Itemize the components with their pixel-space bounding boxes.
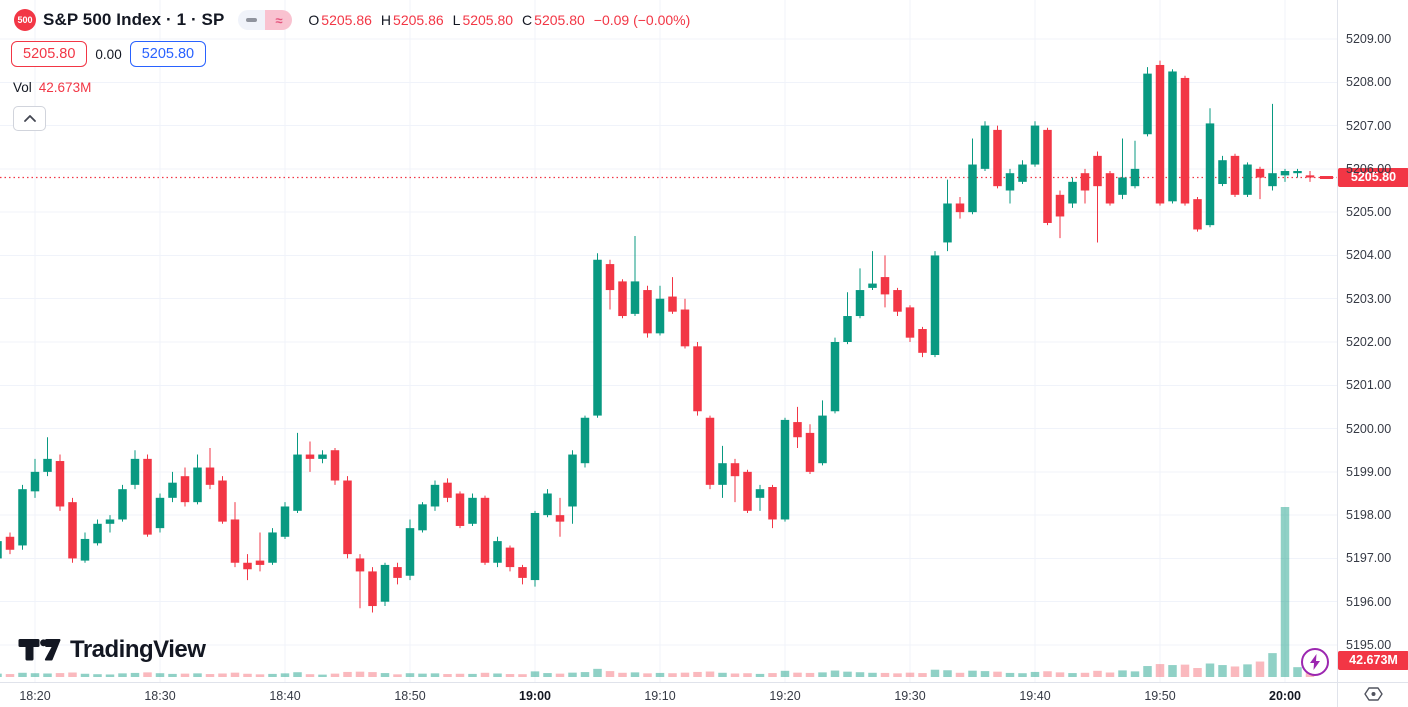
volume-label: Vol (13, 80, 32, 95)
tradingview-logo[interactable]: TradingView (18, 636, 206, 664)
price-axis-label: 5202.00 (1346, 335, 1392, 349)
price-axis-label: 5207.00 (1346, 118, 1392, 133)
approx-toggle[interactable]: ≈ (265, 10, 293, 30)
hexagon-dot-icon (1364, 687, 1383, 701)
tradingview-logo-icon (18, 639, 61, 661)
time-axis-label: 19:00 (519, 689, 551, 703)
time-axis-label: 18:50 (394, 689, 426, 703)
sell-price-button[interactable]: 5205.80 (11, 41, 88, 67)
time-axis[interactable]: 18:20 18:30 18:40 18:50 19:00 19:10 19:20 19:30… (0, 682, 1337, 707)
buy-price-button[interactable]: 5205.80 (129, 41, 207, 67)
volume-legend: Vol 42.673M (13, 80, 91, 95)
price-axis-label: 5198.00 (1346, 508, 1392, 523)
lightning-bolt-icon (1310, 654, 1320, 670)
time-axis-label: 19:30 (894, 689, 926, 703)
symbol-row: 500 S&P 500 Index · 1 · SP ≈ O 5205.86 H… (14, 8, 690, 32)
price-axis-label: 5199.00 (1346, 464, 1392, 479)
time-axis-label: 18:20 (19, 689, 51, 703)
ohlc-values: O 5205.86 H 5205.86 L 5205.80 C 5205.80 … (308, 12, 690, 28)
open-value: O 5205.86 (308, 12, 372, 28)
price-axis-label: 5206.00 (1346, 161, 1392, 176)
dash-icon (246, 18, 258, 22)
symbol-logo-badge: 500 (14, 9, 36, 31)
axis-corner (1337, 682, 1408, 707)
change-value: −0.09 (−0.00%) (593, 12, 691, 28)
price-axis-label: 5196.00 (1346, 594, 1392, 609)
price-axis-label: 5195.00 (1346, 638, 1392, 652)
price-axis-label: 5208.00 (1346, 75, 1392, 90)
time-axis-label: 18:30 (144, 689, 176, 703)
time-axis-label: 18:40 (269, 689, 301, 703)
chevron-up-icon (23, 115, 36, 122)
close-value: C 5205.80 (522, 12, 585, 28)
price-axis-label: 5209.00 (1346, 32, 1392, 46)
candlestick-chart[interactable] (0, 0, 1337, 682)
price-axis-label: 5205.00 (1346, 205, 1392, 220)
price-axis-label: 5197.00 (1346, 551, 1392, 566)
time-axis-label: 19:10 (644, 689, 676, 703)
volume-value: 42.673M (38, 80, 92, 95)
time-axis-label: 19:50 (1144, 689, 1176, 703)
last-volume-badge: 42.673M (1338, 651, 1408, 670)
price-axis[interactable]: 5205.80 42.673M 5209.00 5208.00 5207.00 520… (1337, 0, 1408, 682)
high-value: H 5205.86 (380, 12, 444, 28)
time-axis-label: 19:20 (769, 689, 801, 703)
price-axis-label: 5200.00 (1346, 421, 1392, 436)
symbol-title[interactable]: S&P 500 Index · 1 · SP (43, 10, 225, 29)
series-toggle-pill[interactable]: ≈ (238, 10, 293, 30)
tradingview-logo-text: TradingView (70, 636, 206, 663)
low-value: L 5205.80 (452, 12, 514, 28)
time-axis-label: 19:40 (1019, 689, 1051, 703)
price-axis-label: 5203.00 (1346, 291, 1392, 306)
last-price-badge: 5205.80 (1338, 168, 1408, 187)
timezone-settings-button[interactable] (1364, 687, 1383, 706)
spread-value: 0.00 (95, 46, 122, 62)
trade-buttons-row: 5205.80 0.00 5205.80 (11, 41, 207, 67)
collapse-legend-button[interactable] (13, 106, 46, 131)
price-axis-label: 5201.00 (1346, 378, 1392, 393)
time-axis-label: 20:00 (1269, 689, 1301, 703)
price-axis-label: 5204.00 (1346, 248, 1392, 263)
instant-order-button[interactable] (1301, 648, 1329, 676)
minimize-toggle[interactable] (238, 10, 266, 30)
